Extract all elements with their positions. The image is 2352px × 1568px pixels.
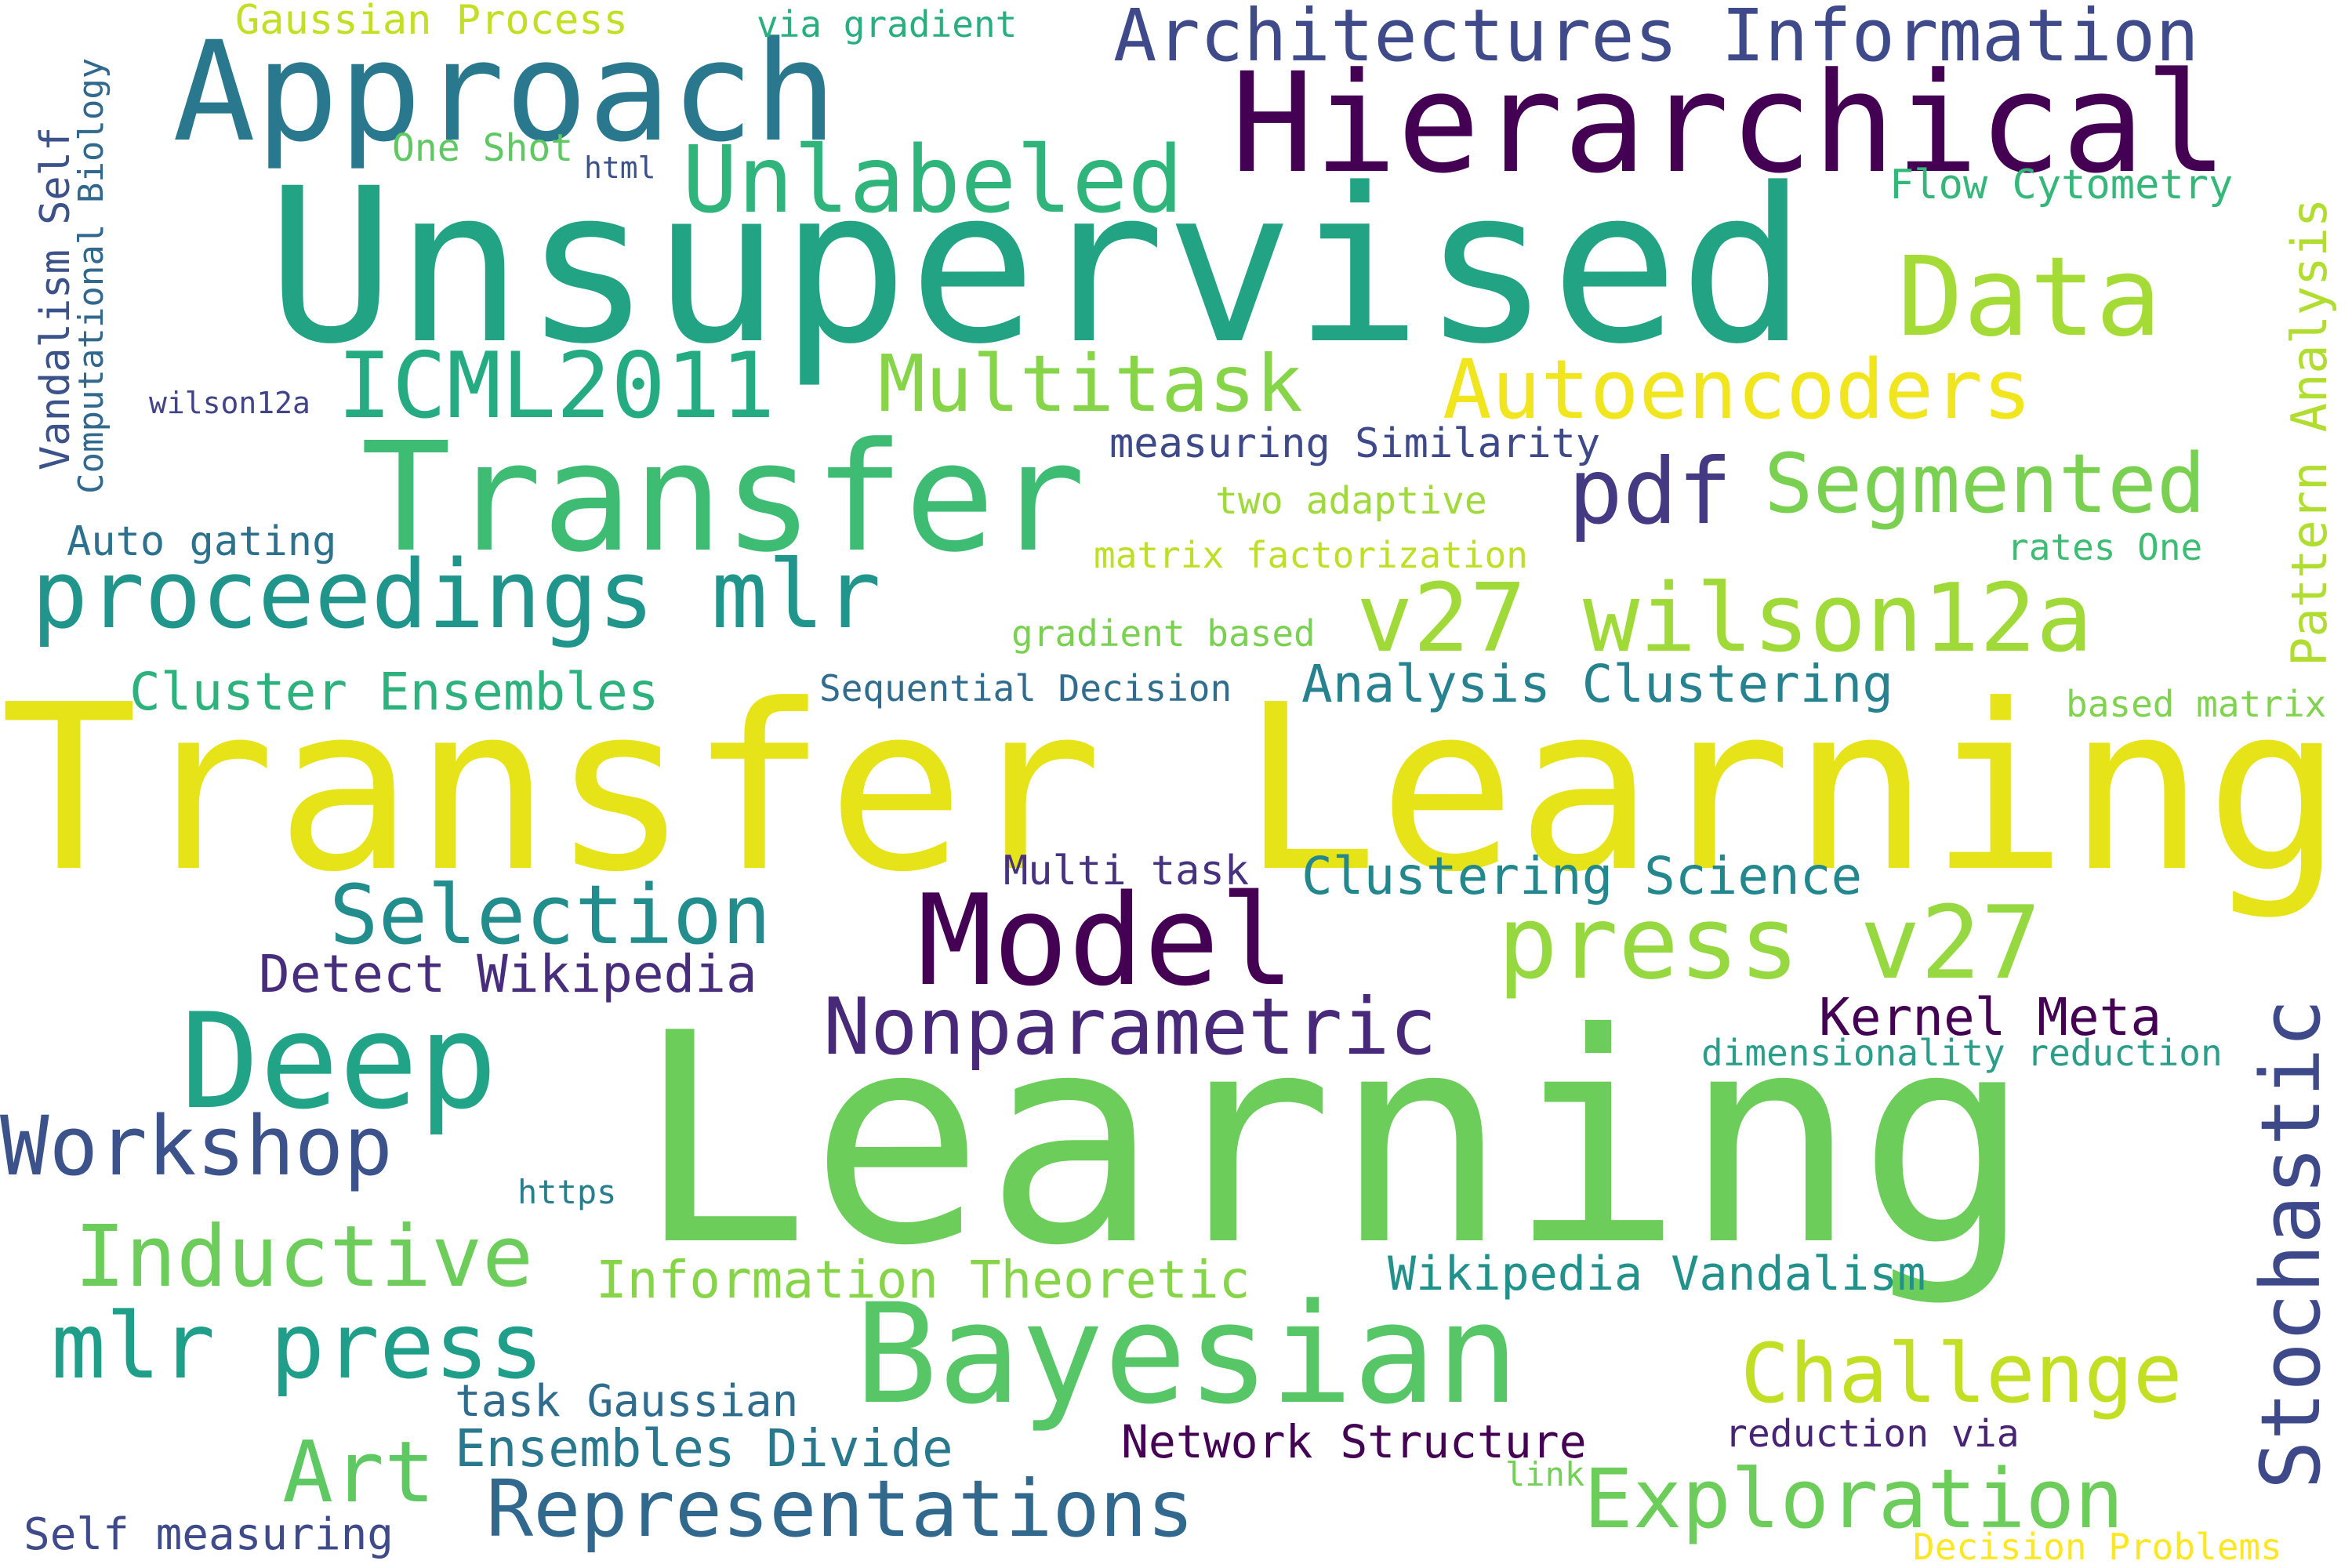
word-challenge: Challenge bbox=[1740, 1326, 2183, 1421]
word-multitask: Multitask bbox=[878, 338, 1303, 430]
word-workshop: Workshop bbox=[0, 1098, 393, 1194]
word-computational-biology: Computational Biology bbox=[71, 57, 111, 494]
word-analysis-clustering: Analysis Clustering bbox=[1301, 654, 1893, 714]
word-via-gradient: via gradient bbox=[757, 3, 1018, 45]
word-reduction-via: reduction via bbox=[1725, 1412, 2020, 1456]
word-based-matrix: based matrix bbox=[2066, 683, 2327, 725]
word-self-measuring: Self measuring bbox=[24, 1509, 394, 1560]
word-pdf: pdf bbox=[1568, 439, 1733, 545]
word-ensembles-divide: Ensembles Divide bbox=[455, 1418, 953, 1479]
word-press-v27: press v27 bbox=[1497, 885, 2042, 1002]
word-wilson12a: wilson12a bbox=[149, 386, 310, 420]
word-two-adaptive: two adaptive bbox=[1215, 479, 1487, 523]
word-cluster-ensembles: Cluster Ensembles bbox=[129, 662, 659, 722]
word-transfer-learning: Transfer Learning bbox=[0, 655, 2343, 922]
word-measuring-similarity: measuring Similarity bbox=[1109, 420, 1601, 467]
word-matrix-factorization: matrix factorization bbox=[1094, 534, 1528, 576]
word-approach: Approach bbox=[172, 12, 837, 172]
word-segmented: Segmented bbox=[1764, 436, 2206, 532]
word-architectures-information: Architectures Information bbox=[1113, 0, 2199, 78]
word-learning: Learning bbox=[635, 972, 2033, 1309]
word-one-shot: One Shot bbox=[392, 126, 574, 170]
word-flow-cytometry: Flow Cytometry bbox=[1889, 162, 2234, 209]
word-v27-wilson12a: v27 wilson12a bbox=[1356, 564, 2093, 673]
word-kernel-meta: Kernel Meta bbox=[1819, 987, 2162, 1047]
word-rates-one: rates One bbox=[2007, 526, 2203, 568]
word-unsupervised: Unsupervised bbox=[267, 143, 1808, 391]
word-unlabeled: Unlabeled bbox=[682, 125, 1184, 234]
word-exploration: Exploration bbox=[1584, 1451, 2124, 1547]
word-wikipedia-vandalism: Wikipedia Vandalism bbox=[1388, 1247, 1926, 1301]
word-model: Model bbox=[917, 867, 1295, 1014]
word-detect-wikipedia: Detect Wikipedia bbox=[259, 944, 757, 1004]
word-bayesian: Bayesian bbox=[855, 1274, 1519, 1435]
word-selection: Selection bbox=[329, 867, 771, 963]
word-gaussian-process: Gaussian Process bbox=[235, 0, 628, 44]
word-network-structure: Network Structure bbox=[1121, 1415, 1587, 1468]
word-https: https bbox=[517, 1173, 617, 1211]
word-icml2011: ICML2011 bbox=[337, 333, 775, 439]
word-sequential-decision: Sequential Decision bbox=[819, 667, 1232, 710]
word-hierarchical: Hierarchical bbox=[1231, 43, 2228, 204]
word-information-theoretic: Information Theoretic bbox=[596, 1250, 1250, 1310]
word-vandalism-self: Vandalism Self bbox=[32, 126, 79, 470]
word-deep: Deep bbox=[180, 985, 498, 1138]
word-gradient-based: gradient based bbox=[1011, 612, 1316, 655]
word-link: link bbox=[1505, 1455, 1585, 1494]
word-nonparametric: Nonparametric bbox=[823, 981, 1437, 1073]
word-task-gaussian: task Gaussian bbox=[455, 1376, 799, 1427]
word-transfer: Transfer bbox=[361, 411, 1086, 586]
word-dimensionality-reduction: dimensionality reduction bbox=[1701, 1032, 2223, 1074]
word-inductive: Inductive bbox=[74, 1208, 534, 1306]
word-representations: Representations bbox=[486, 1463, 1195, 1555]
word-art: Art bbox=[282, 1424, 436, 1522]
word-multi-task: Multi task bbox=[1004, 848, 1250, 895]
word-decision-problems: Decision Problems bbox=[1913, 1526, 2282, 1568]
word-mlr-press: mlr press bbox=[51, 1294, 544, 1399]
word-stochastic: Stochastic bbox=[2243, 998, 2339, 1490]
word-autoencoders: Autoencoders bbox=[1443, 342, 2032, 437]
word-auto-gating: Auto gating bbox=[67, 518, 337, 565]
word-html: html bbox=[584, 151, 656, 185]
word-data: Data bbox=[1897, 234, 2162, 361]
word-clustering-science: Clustering Science bbox=[1301, 846, 1863, 906]
word-pattern-analysis: Pattern Analysis bbox=[2281, 198, 2338, 666]
word-proceedings-mlr: proceedings mlr bbox=[31, 541, 881, 650]
